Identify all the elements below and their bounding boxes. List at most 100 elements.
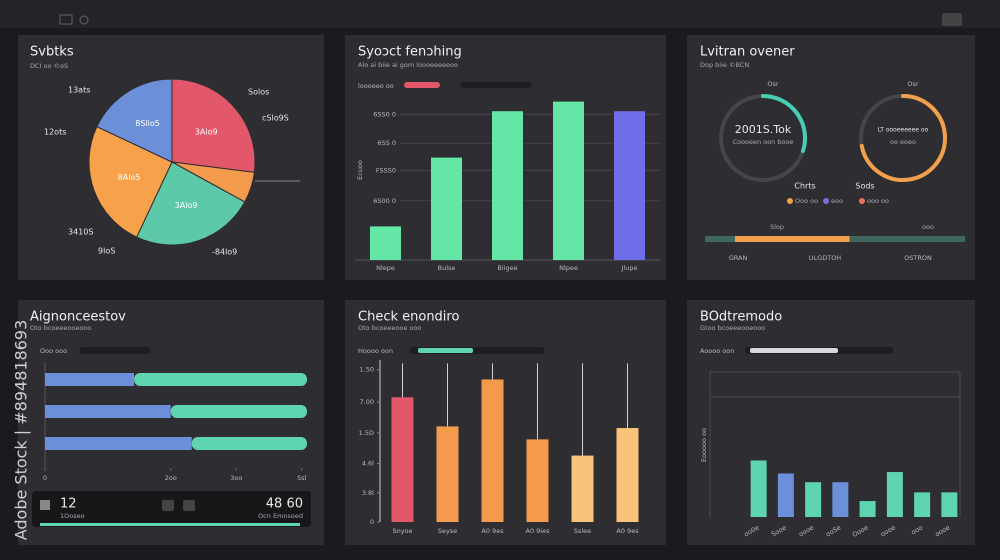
footer-label: GRAN — [729, 254, 748, 262]
card-amount-sub: Ocn Emnsoed — [258, 512, 303, 520]
pie-slice — [96, 78, 173, 163]
x-tick-label: Bulse — [438, 264, 456, 272]
y-tick-label: 1.50 — [360, 366, 374, 374]
card-count-sub: 1Ooseo — [60, 512, 85, 520]
gauge-center: 2001S.Tok — [735, 123, 792, 136]
y-axis-label: Ecuoo — [356, 160, 364, 180]
legend-label: eoo — [831, 197, 843, 205]
filter-pill[interactable] — [80, 347, 150, 354]
legend-swatch — [787, 198, 793, 204]
slice-label: 8Sllo5 — [135, 119, 160, 128]
pie-slice — [171, 78, 256, 173]
pie-slice — [88, 125, 173, 238]
progress-label: Slop — [770, 223, 784, 231]
legend-swatch — [823, 198, 829, 204]
gauge-caption: Chrts — [794, 182, 815, 191]
x-tick-label: Nlepe — [376, 264, 395, 272]
filter-fill — [750, 348, 838, 353]
pie-outer-label: 13ats — [68, 86, 90, 95]
x-tick-label: Biigee — [497, 264, 517, 272]
y-tick-label: 0 — [370, 518, 374, 526]
y-tick-label: 7.00 — [360, 398, 374, 406]
button[interactable] — [942, 13, 962, 26]
panel-title: BOdtremodo — [700, 310, 782, 325]
button[interactable] — [162, 500, 174, 511]
bar — [436, 426, 459, 522]
x-tick-label: A0 9es — [616, 527, 639, 535]
bar — [941, 492, 958, 517]
x-tick-label: Ssl — [297, 474, 307, 482]
bar — [914, 492, 931, 517]
gauge-label: Osr — [767, 80, 779, 88]
filter-pill[interactable] — [460, 82, 532, 88]
x-tick-label: Jlupe — [621, 264, 638, 272]
y-tick-label: 6S00 0 — [373, 197, 396, 205]
watermark: Adobe Stock | #894818693 — [12, 320, 31, 541]
panel-title: Aignonceestov — [30, 310, 126, 325]
card-amount: 48 60 — [266, 497, 303, 512]
bar — [370, 226, 401, 260]
y-tick-label: 4.6l — [362, 460, 374, 468]
legend-swatch — [859, 198, 865, 204]
bar — [859, 501, 876, 517]
panel — [687, 300, 975, 545]
filter-label: Aoooo oon — [700, 347, 734, 355]
filter-fill — [418, 348, 473, 353]
filter-label: Ooo ooo — [40, 347, 67, 355]
x-tick-label: A0 9es — [481, 527, 504, 535]
filter-label: loooeeo oo — [358, 82, 394, 90]
bar — [391, 397, 414, 522]
gauge-arc — [859, 94, 947, 182]
panel-title: Check enondiro — [358, 310, 459, 325]
panel-subtitle: Oto bcoeeeooeooo — [30, 324, 91, 332]
x-tick-label: Seyse — [438, 527, 457, 535]
panel-title: Svbtks — [30, 45, 74, 60]
filter-label: Hoooo oon — [358, 347, 393, 355]
legend-label: ooo oo — [867, 197, 889, 205]
button[interactable] — [183, 500, 195, 511]
bar — [45, 405, 171, 418]
filter-pill[interactable] — [404, 82, 440, 88]
pie-outer-label: 9loS — [98, 247, 115, 256]
top-bar — [0, 0, 1000, 28]
x-tick-label: 2oo — [165, 474, 177, 482]
bar — [45, 373, 135, 386]
bar — [750, 460, 767, 517]
pie-outer-label: 12ots — [44, 128, 66, 137]
bar — [526, 439, 549, 522]
pie-slice — [135, 161, 246, 246]
bar — [614, 111, 645, 260]
gauge-caption: Sods — [855, 182, 874, 191]
x-tick-label: 3oo — [230, 474, 242, 482]
bar — [832, 482, 849, 517]
panel-subtitle: Gtoo bcoeeeooeooo — [700, 324, 765, 332]
pie-outer-label: cSlo9S — [262, 114, 289, 123]
footer-label: ULGDTOH — [809, 254, 842, 262]
panel-subtitle: Dop biie ©BCN — [700, 61, 749, 69]
x-tick-label: 0 — [43, 474, 47, 482]
y-tick-label: 3.8l — [362, 489, 374, 497]
icon — [79, 15, 89, 25]
bar — [777, 473, 794, 517]
panel-title: Lvitran ovener — [700, 45, 795, 60]
bar — [191, 437, 307, 450]
gauge-center: LT oooeeeeee oo — [878, 127, 929, 134]
pie-outer-label: -84lo9 — [212, 248, 237, 257]
bar — [492, 111, 523, 260]
bar — [170, 405, 307, 418]
gauge-arc — [761, 94, 807, 153]
bar — [45, 437, 192, 450]
bar — [553, 101, 584, 260]
bar — [616, 428, 639, 522]
pie-outer-label: Solos — [248, 88, 269, 97]
gauge-label: Osr — [907, 80, 919, 88]
slice-label: 8Alo5 — [118, 173, 141, 182]
bar — [134, 373, 307, 386]
y-tick-label: FSSS0 — [376, 166, 396, 174]
bar — [481, 379, 504, 522]
panel-subtitle: Oto bcoeeeooe ooo — [358, 324, 421, 332]
bar — [805, 482, 822, 517]
footer-label: OSTRON — [904, 254, 932, 262]
